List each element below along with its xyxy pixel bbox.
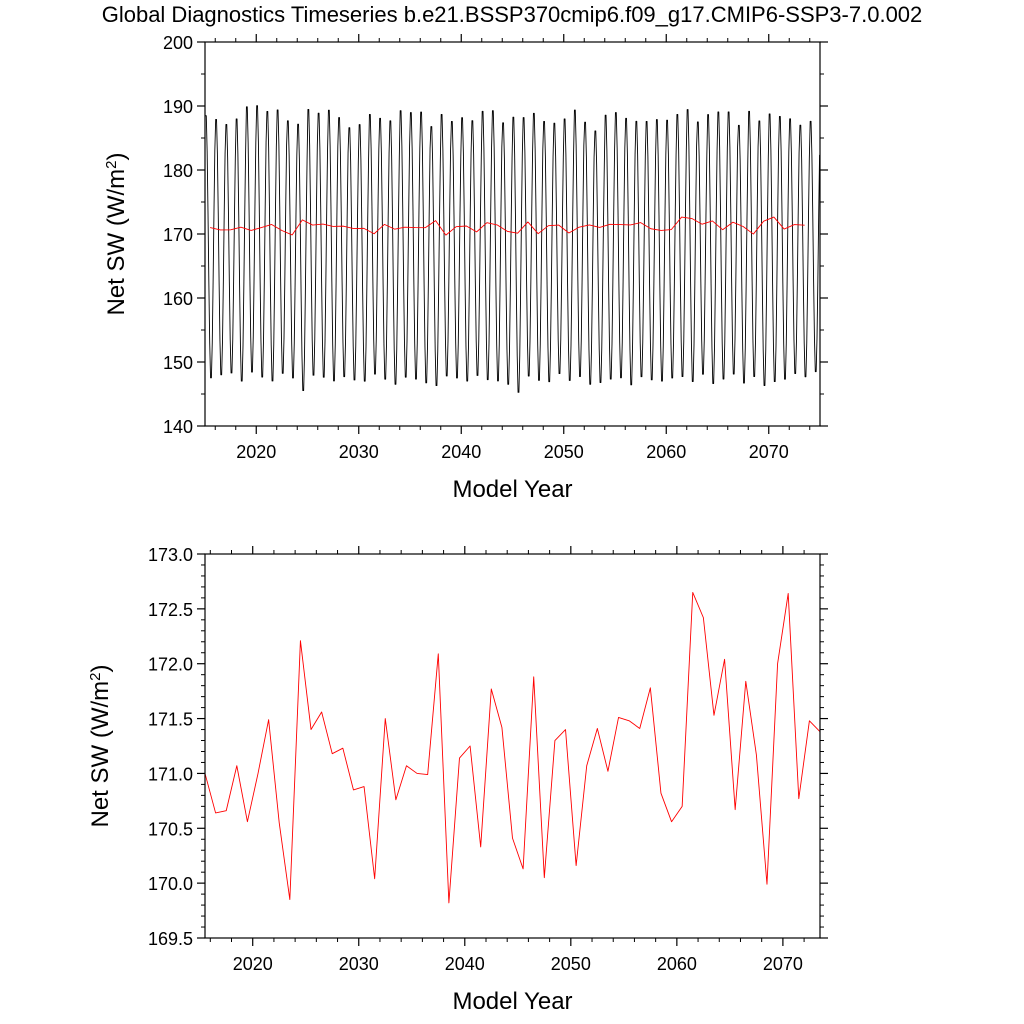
x-tick-label: 2070 xyxy=(749,442,789,462)
plot-frame xyxy=(204,41,821,427)
y-axis-label-text: Net SW (W/m xyxy=(103,169,130,316)
series-line-annual-mean xyxy=(210,216,805,236)
y-axis-label-close: ) xyxy=(87,665,114,673)
x-tick-label: 2040 xyxy=(445,954,485,974)
y-tick-label: 170.5 xyxy=(148,819,193,839)
y-tick-label: 140 xyxy=(163,417,193,437)
y-tick-label: 169.5 xyxy=(148,929,193,949)
x-tick-label: 2050 xyxy=(551,954,591,974)
y-axis-label-text: Net SW (W/m xyxy=(87,681,114,828)
x-tick-label: 2020 xyxy=(233,954,273,974)
x-tick-label: 2060 xyxy=(657,954,697,974)
x-tick-label: 2060 xyxy=(646,442,686,462)
series-line-annual-mean xyxy=(204,591,821,904)
x-axis-label: Model Year xyxy=(452,476,572,503)
x-axis-label: Model Year xyxy=(452,988,572,1015)
y-tick-label: 150 xyxy=(163,353,193,373)
plot-frame xyxy=(204,553,821,939)
x-tick-label: 2070 xyxy=(763,954,803,974)
series-line-monthly xyxy=(205,105,821,393)
y-axis-label: Net SW (W/m2) xyxy=(87,665,115,828)
y-axis-label-superscript: 2 xyxy=(87,673,104,681)
x-tick-label: 2030 xyxy=(339,954,379,974)
y-tick-label: 172.5 xyxy=(148,600,193,620)
y-tick-label: 200 xyxy=(163,33,193,53)
x-tick-label: 2050 xyxy=(544,442,584,462)
x-tick-label: 2030 xyxy=(339,442,379,462)
x-tick-label: 2040 xyxy=(441,442,481,462)
y-tick-label: 171.5 xyxy=(148,710,193,730)
x-tick-label: 2020 xyxy=(236,442,276,462)
y-axis-label: Net SW (W/m2) xyxy=(103,153,131,316)
top-panel: 140 150 160 170 180 190 200 2020 2030 2040 2050 206… xyxy=(103,33,828,503)
y-tick-label: 172.0 xyxy=(148,655,193,675)
page-title: Global Diagnostics Timeseries b.e21.BSSP… xyxy=(101,2,923,27)
bottom-panel: 169.5 170.0 170.5 171.0 171.5 172.0 172.5 173.0… xyxy=(87,545,828,1015)
y-tick-label: 160 xyxy=(163,289,193,309)
y-tick-label: 190 xyxy=(163,97,193,117)
y-tick-label: 170.0 xyxy=(148,874,193,894)
y-axis-label-superscript: 2 xyxy=(103,161,120,169)
y-tick-label: 180 xyxy=(163,161,193,181)
y-axis-label-close: ) xyxy=(103,153,130,161)
y-tick-label: 173.0 xyxy=(148,545,193,565)
y-tick-label: 170 xyxy=(163,225,193,245)
y-tick-label: 171.0 xyxy=(148,764,193,784)
